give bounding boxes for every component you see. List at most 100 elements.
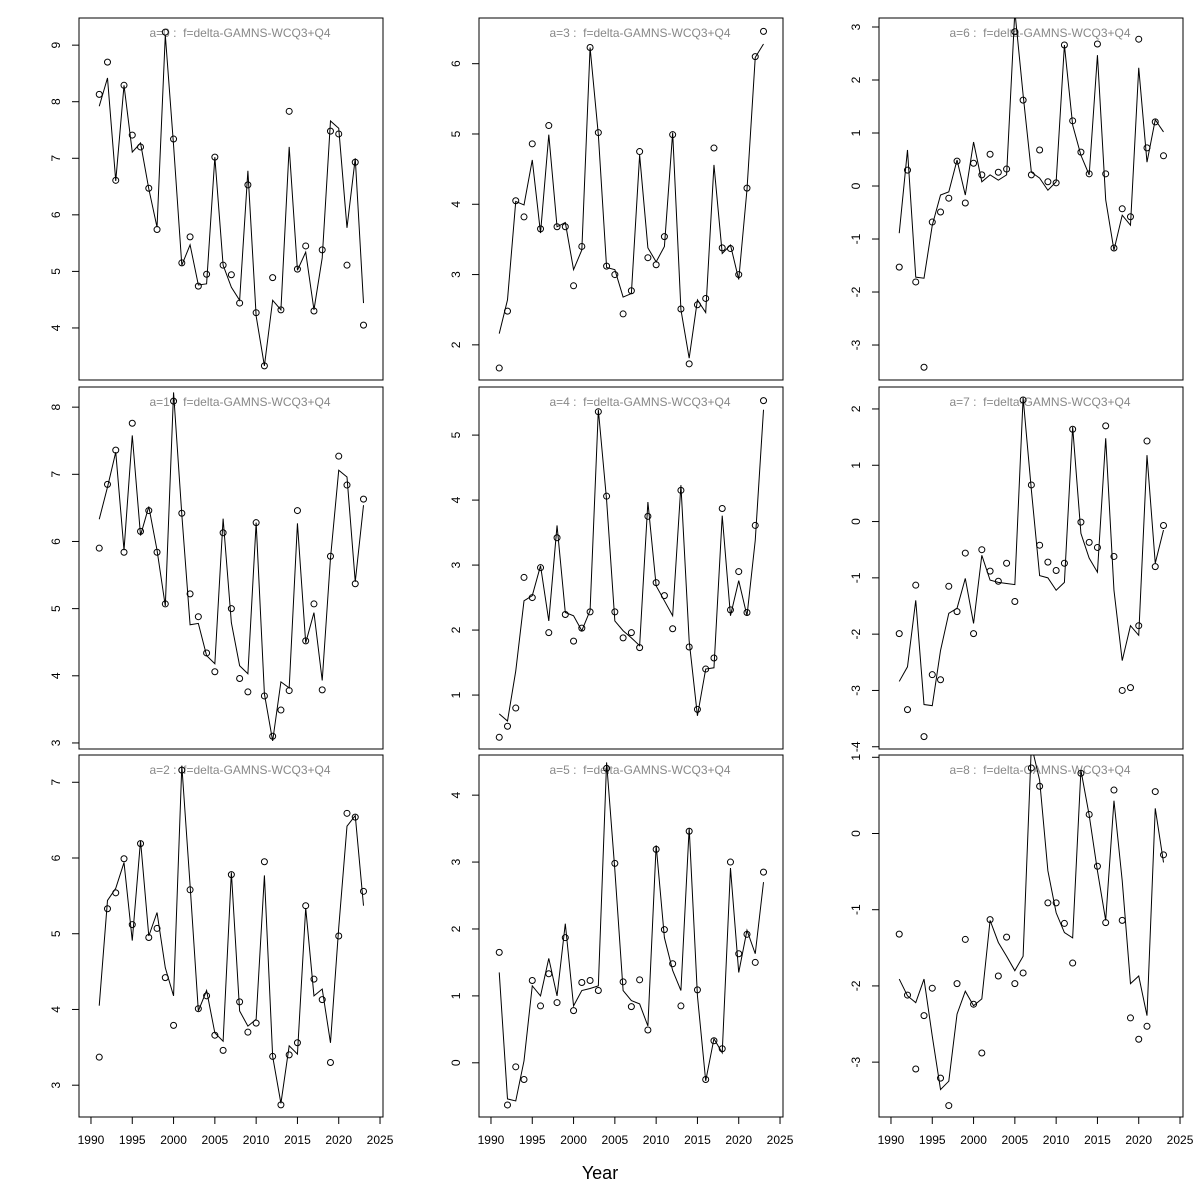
y-tick-label: 6: [449, 60, 463, 67]
data-point: [961, 549, 969, 557]
data-point: [120, 855, 128, 863]
data-point: [128, 921, 136, 929]
data-point: [360, 495, 368, 503]
data-point: [644, 1026, 652, 1034]
data-point: [219, 529, 227, 537]
data-point: [1060, 919, 1068, 927]
y-tick-label: 1: [449, 992, 463, 999]
data-point: [994, 577, 1002, 585]
data-point: [611, 271, 619, 279]
data-point: [1044, 899, 1052, 907]
fitted-line: [98, 392, 365, 742]
data-point: [978, 171, 986, 179]
y-tick-label: 7: [49, 779, 63, 786]
data-point: [986, 150, 994, 158]
data-point: [895, 630, 903, 638]
fitted-line: [498, 762, 765, 1102]
x-tick-label: 2010: [643, 1133, 670, 1147]
fitted-line: [898, 18, 1164, 279]
y-tick-label: 3: [49, 739, 63, 746]
data-point: [1093, 543, 1101, 551]
data-point: [293, 507, 301, 515]
data-point: [627, 629, 635, 637]
data-point: [702, 294, 710, 302]
data-point: [545, 122, 553, 130]
y-tick-label: 5: [449, 431, 463, 438]
x-tick-label: 2025: [767, 1133, 794, 1147]
data-point: [970, 159, 978, 167]
data-point: [145, 184, 153, 192]
data-point: [95, 90, 103, 98]
data-point: [1027, 764, 1035, 772]
data-point: [760, 27, 768, 35]
x-tick-label: 2000: [960, 1133, 987, 1147]
data-point: [503, 722, 511, 730]
data-point: [1135, 35, 1143, 43]
y-tick-label: 1: [849, 754, 863, 761]
data-point: [570, 282, 578, 290]
y-tick-label: 0: [849, 518, 863, 525]
data-point: [545, 970, 553, 978]
data-point: [219, 1046, 227, 1054]
fitted-line: [898, 397, 1164, 707]
panel-title: a=7 : f=delta-GAMNS-WCQ3+Q4: [949, 395, 1130, 409]
data-point: [760, 397, 768, 405]
data-point: [285, 1051, 293, 1059]
plot-area: [495, 762, 768, 1109]
data-point: [326, 1058, 334, 1066]
data-point: [495, 948, 503, 956]
plot-area: [95, 28, 368, 370]
plot-area: [895, 396, 1168, 741]
fitted-line: [498, 409, 765, 723]
data-point: [153, 226, 161, 234]
y-tick-label: -4: [849, 741, 863, 752]
panel: a=0 : f=delta-GAMNS-WCQ3+Q4 4 5 6 7 8 9: [49, 17, 384, 381]
data-point: [928, 984, 936, 992]
y-tick-label: -3: [849, 685, 863, 696]
data-point: [1011, 28, 1019, 36]
panel-frame: [878, 386, 1184, 750]
data-point: [895, 263, 903, 271]
panel: a=5 : f=delta-GAMNS-WCQ3+Q4 0 1 2 3 4 1990 1995…: [449, 754, 794, 1147]
data-point: [669, 960, 677, 968]
data-point: [236, 674, 244, 682]
plot-area: [495, 27, 768, 372]
panel: a=8 : f=delta-GAMNS-WCQ3+Q4 -3 -2 -1 0 1 1990 1…: [849, 754, 1194, 1148]
panel: a=7 : f=delta-GAMNS-WCQ3+Q4 -4 -3 -2 -1 0 1 2: [849, 386, 1184, 752]
data-point: [244, 181, 252, 189]
data-point: [1044, 178, 1052, 186]
plot-area: [95, 392, 368, 742]
data-point: [252, 1019, 260, 1027]
x-tick-label: 2025: [1167, 1133, 1194, 1147]
data-point: [1110, 552, 1118, 560]
data-point: [1052, 899, 1060, 907]
data-point: [578, 979, 586, 987]
data-point: [945, 1102, 953, 1110]
data-point: [1151, 788, 1159, 796]
data-point: [335, 452, 343, 460]
data-point: [978, 546, 986, 554]
data-point: [1011, 597, 1019, 605]
data-point: [1118, 916, 1126, 924]
data-point: [1118, 205, 1126, 213]
data-point: [912, 581, 920, 589]
y-tick-label: 1: [849, 129, 863, 136]
data-point: [751, 958, 759, 966]
data-point: [495, 364, 503, 372]
panel: a=1 : f=delta-GAMNS-WCQ3+Q4 3 4 5 6 7 8: [49, 386, 384, 750]
y-tick-label: 5: [49, 930, 63, 937]
data-point: [194, 613, 202, 621]
panel-frame: [78, 386, 384, 750]
data-point: [978, 1049, 986, 1057]
y-tick-label: 4: [49, 1006, 63, 1013]
data-point: [735, 568, 743, 576]
data-point: [561, 934, 569, 942]
data-point: [660, 926, 668, 934]
data-point: [1110, 786, 1118, 794]
data-point: [512, 1063, 520, 1071]
data-point: [343, 809, 351, 817]
data-point: [1044, 558, 1052, 566]
data-point: [302, 902, 310, 910]
plot-area: [895, 18, 1168, 371]
